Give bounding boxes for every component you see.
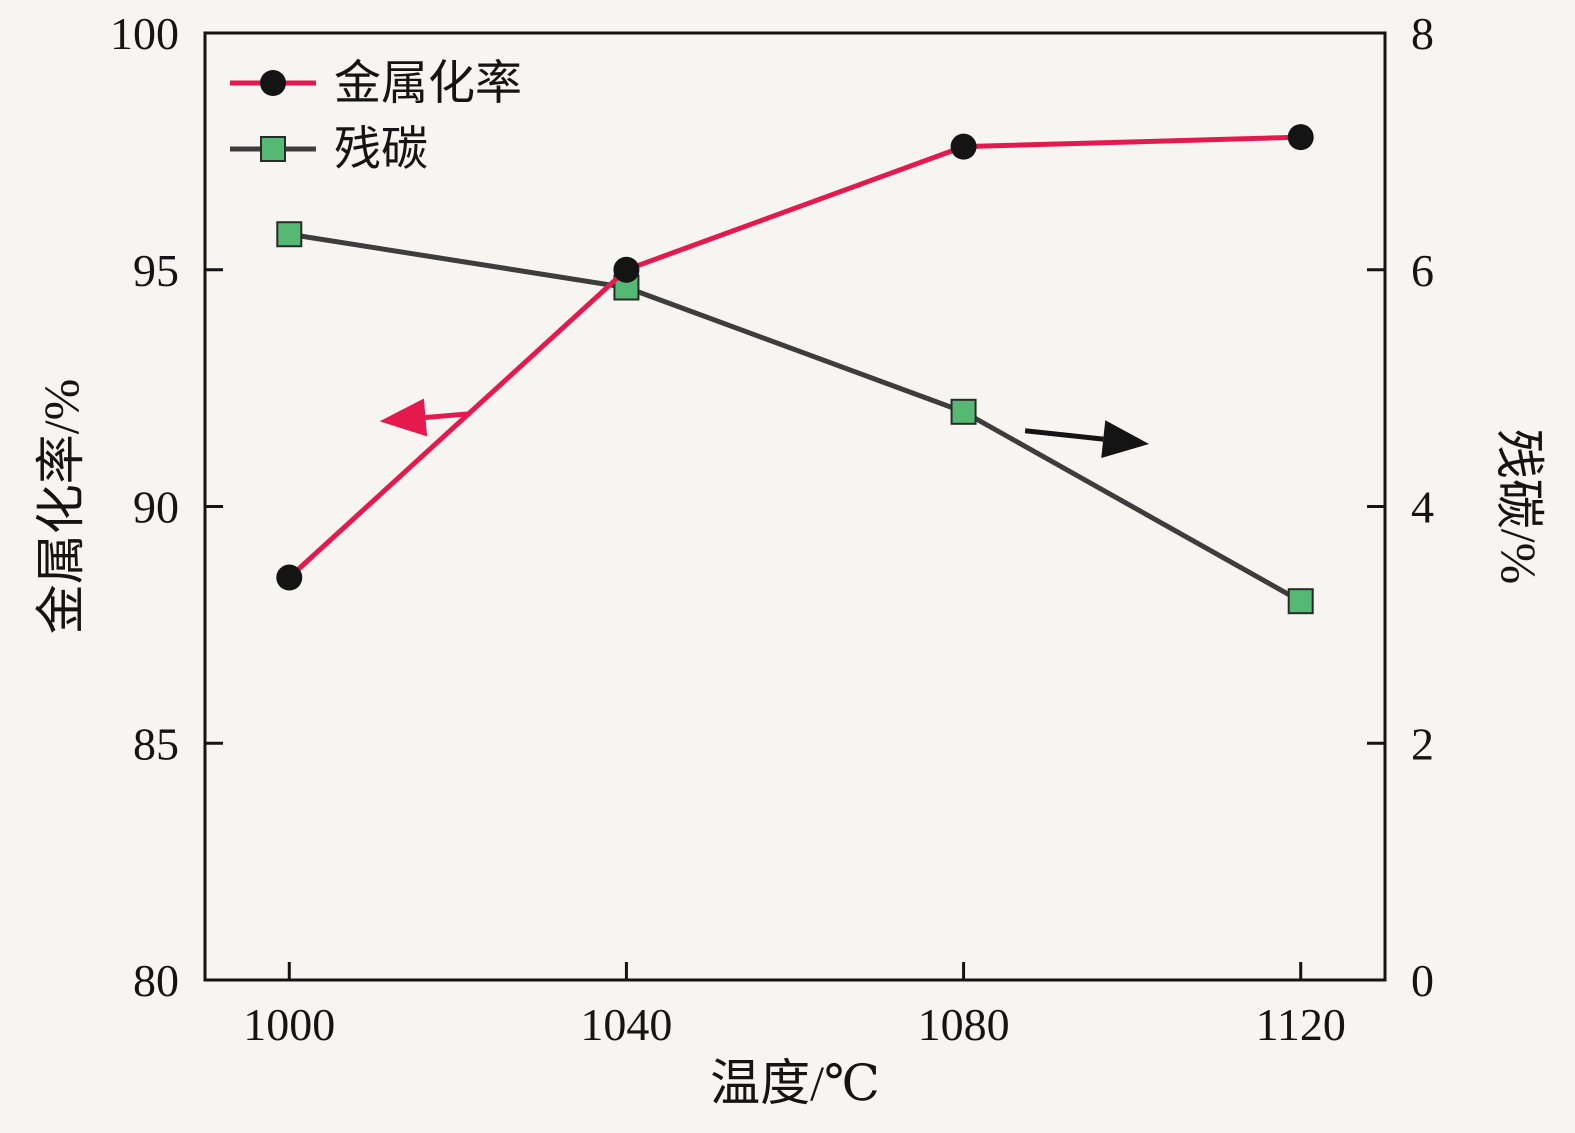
circle-marker: [276, 564, 303, 591]
right-y-axis-title: 残碳/%: [1491, 429, 1547, 585]
circle-marker: [1287, 124, 1314, 151]
series-line-metallization: [287, 134, 1301, 580]
legend-circle-marker: [260, 70, 286, 96]
x-axis-title: 温度/℃: [710, 1055, 880, 1111]
x-axis-tick-label: 1080: [918, 999, 1010, 1050]
x-axis-tick-label: 1000: [243, 999, 335, 1050]
left-y-axis-title: 金属化率/%: [33, 379, 89, 635]
legend-square-marker: [260, 136, 286, 162]
circle-marker: [613, 256, 640, 283]
right-axis-pointer-head: [1101, 420, 1149, 458]
left-axis-tick-label: 90: [133, 482, 179, 533]
x-axis-tick-label: 1040: [580, 999, 672, 1050]
right-axis-tick-label: 8: [1411, 8, 1434, 59]
right-axis-tick-label: 0: [1411, 955, 1434, 1006]
left-axis-pointer-tail: [425, 411, 471, 420]
right-axis-tick-label: 2: [1411, 718, 1434, 769]
right-axis-pointer-tail: [1024, 428, 1104, 442]
circle-marker: [950, 133, 977, 160]
right-axis-tick-label: 4: [1411, 482, 1434, 533]
right-axis-tick-label: 6: [1411, 245, 1434, 296]
legend-label: 金属化率: [334, 58, 522, 110]
left-axis-pointer-head: [379, 398, 428, 437]
left-axis-tick-label: 85: [133, 718, 179, 769]
left-axis-tick-label: 100: [110, 8, 179, 59]
left-axis-tick-label: 80: [133, 955, 179, 1006]
x-axis-tick-label: 1120: [1256, 999, 1346, 1050]
square-marker: [276, 221, 303, 248]
series-line-residual-carbon: [288, 231, 1302, 604]
square-marker: [950, 398, 977, 425]
square-marker: [1287, 588, 1314, 615]
legend-label: 残碳: [334, 124, 428, 176]
left-axis-tick-label: 95: [133, 245, 179, 296]
